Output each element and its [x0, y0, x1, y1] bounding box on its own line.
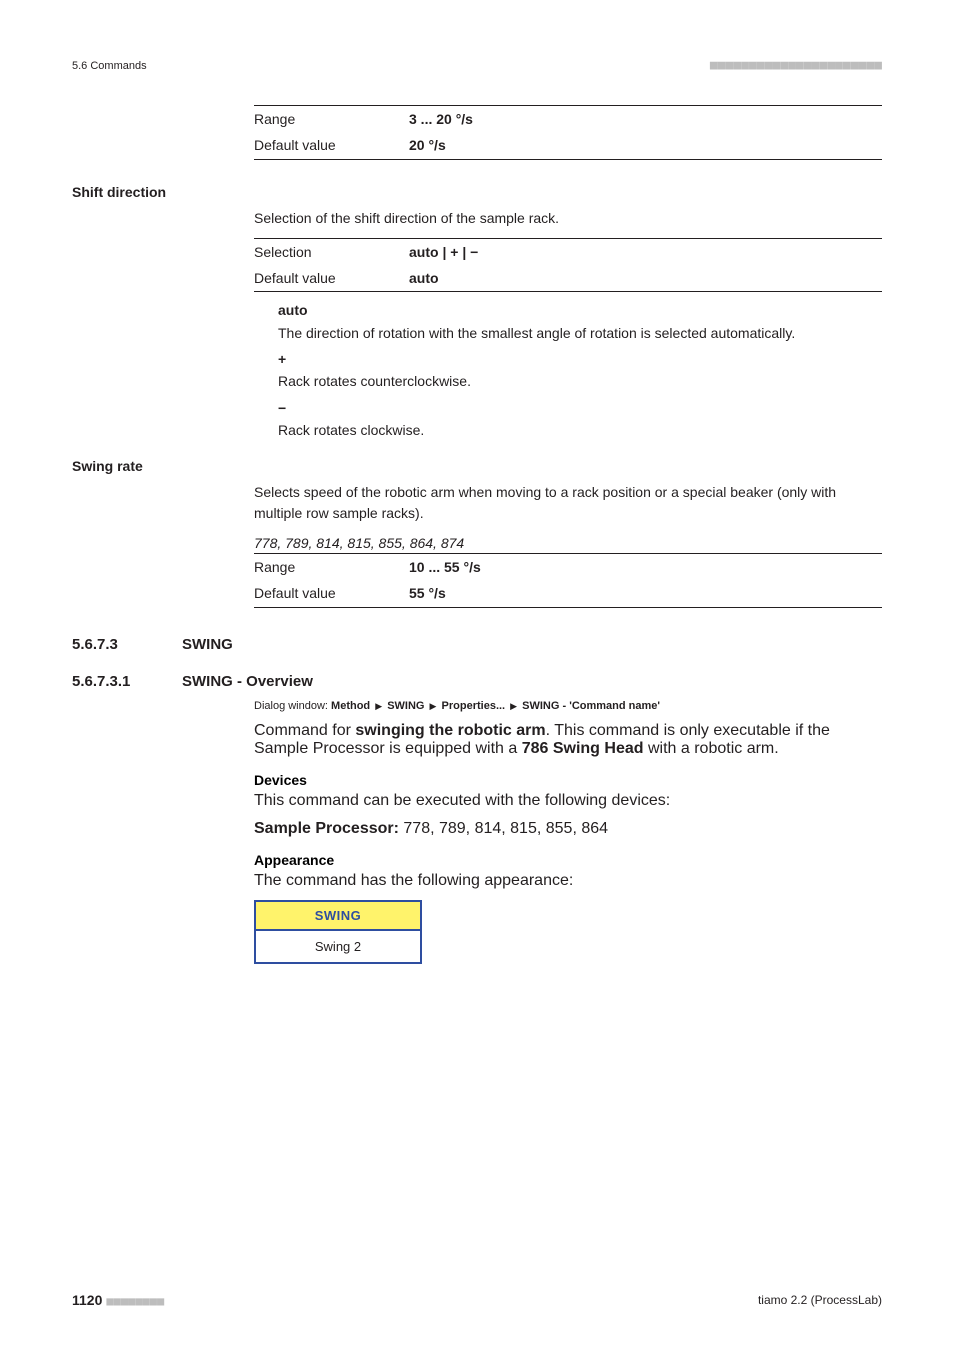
devices-list-values: 778, 789, 814, 815, 855, 864: [399, 820, 608, 837]
footer-dashes: ■■■■■■■■: [106, 1294, 164, 1308]
selection-value: auto | + | −: [409, 238, 882, 265]
range-value: 10 ... 55 °/s: [409, 554, 882, 581]
def-minus-body: Rack rotates clockwise.: [278, 420, 882, 440]
devices-heading: Devices: [254, 772, 882, 788]
text-bold: 786 Swing Head: [522, 740, 644, 757]
swing-rate-caption: 778, 789, 814, 815, 855, 864, 874: [254, 533, 882, 553]
def-minus: − Rack rotates clockwise.: [254, 398, 882, 441]
section-num: 5.6.7.3.1: [72, 673, 182, 690]
header-dashes: ■■■■■■■■■■■■■■■■■■■■■■: [710, 58, 882, 73]
text: with a robotic arm.: [644, 740, 779, 757]
default-value: 20 °/s: [409, 132, 882, 159]
page-number: 1120: [72, 1292, 102, 1308]
default-label: Default value: [254, 132, 409, 159]
page-footer: 1120 ■■■■■■■■ tiamo 2.2 (ProcessLab): [72, 1292, 882, 1308]
default-label: Default value: [254, 265, 409, 292]
dialog-path: Dialog window: Method ▶ SWING ▶ Properti…: [254, 700, 882, 712]
triangle-icon: ▶: [508, 701, 519, 711]
dialog-p2: SWING: [387, 700, 424, 712]
range-label: Range: [254, 106, 409, 133]
default-label: Default value: [254, 580, 409, 607]
selection-label: Selection: [254, 238, 409, 265]
text-bold: swinging the robotic arm: [355, 722, 545, 739]
page-header: 5.6 Commands ■■■■■■■■■■■■■■■■■■■■■■: [72, 58, 882, 73]
command-box: SWING Swing 2: [254, 900, 422, 964]
appearance-body: The command has the following appearance…: [254, 872, 882, 890]
shift-table: Selection auto | + | − Default value aut…: [254, 238, 882, 293]
devices-body: This command can be executed with the fo…: [254, 792, 882, 810]
swing-rate-table: Range 10 ... 55 °/s Default value 55 °/s: [254, 553, 882, 608]
def-plus-term: +: [278, 349, 882, 369]
command-head: SWING: [256, 902, 420, 931]
shift-intro: Selection of the shift direction of the …: [254, 208, 882, 228]
def-auto-body: The direction of rotation with the small…: [278, 323, 882, 343]
footer-right: tiamo 2.2 (ProcessLab): [758, 1293, 882, 1307]
swing-rate-heading: Swing rate: [72, 456, 254, 474]
def-auto-term: auto: [278, 300, 882, 320]
appearance-heading: Appearance: [254, 852, 882, 868]
section-title: SWING - Overview: [182, 673, 313, 690]
def-plus-body: Rack rotates counterclockwise.: [278, 371, 882, 391]
shift-direction-heading: Shift direction: [72, 182, 254, 200]
range-label: Range: [254, 554, 409, 581]
section-5-6-7-3: 5.6.7.3 SWING: [72, 636, 882, 653]
range-value: 3 ... 20 °/s: [409, 106, 882, 133]
header-section: 5.6 Commands: [72, 60, 147, 72]
def-auto: auto The direction of rotation with the …: [254, 300, 882, 343]
dialog-p1: Method: [331, 700, 370, 712]
triangle-icon: ▶: [428, 701, 439, 711]
def-minus-term: −: [278, 398, 882, 418]
dialog-p4: SWING - 'Command name': [522, 700, 660, 712]
devices-list-label: Sample Processor:: [254, 820, 399, 837]
text: Command for: [254, 722, 355, 739]
dialog-p3: Properties...: [442, 700, 506, 712]
footer-left: 1120 ■■■■■■■■: [72, 1292, 164, 1308]
triangle-icon: ▶: [373, 701, 384, 711]
swing-overview-para: Command for swinging the robotic arm. Th…: [254, 722, 882, 758]
swing-rate-intro: Selects speed of the robotic arm when mo…: [254, 482, 882, 523]
command-body: Swing 2: [256, 931, 420, 962]
devices-list: Sample Processor: 778, 789, 814, 815, 85…: [254, 820, 882, 838]
default-value: auto: [409, 265, 882, 292]
default-value: 55 °/s: [409, 580, 882, 607]
dialog-label: Dialog window:: [254, 700, 331, 712]
section-5-6-7-3-1: 5.6.7.3.1 SWING - Overview: [72, 673, 882, 690]
section-num: 5.6.7.3: [72, 636, 182, 653]
section-title: SWING: [182, 636, 233, 653]
range-table-1: Range 3 ... 20 °/s Default value 20 °/s: [254, 105, 882, 160]
def-plus: + Rack rotates counterclockwise.: [254, 349, 882, 392]
